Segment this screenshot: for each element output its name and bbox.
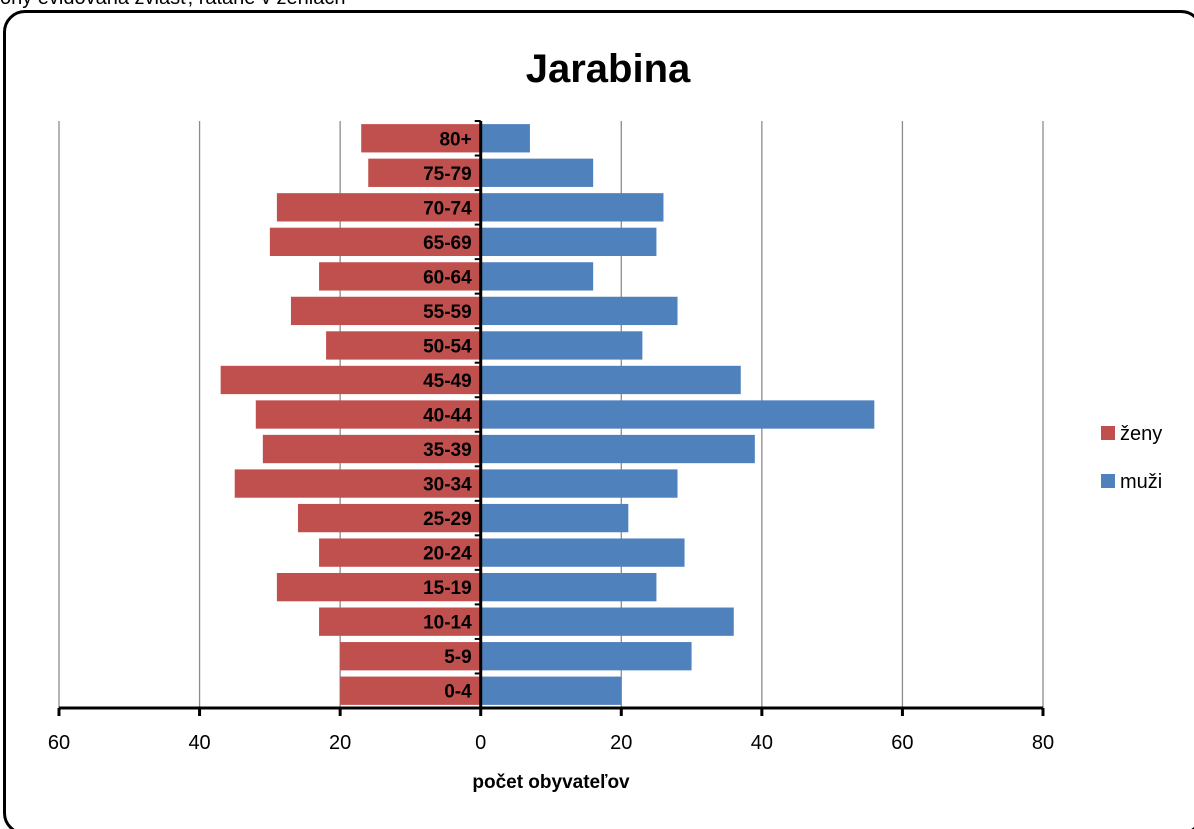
- category-label: 15-19: [423, 578, 472, 599]
- bar-male-75-79: [480, 158, 594, 187]
- category-label: 35-39: [423, 440, 472, 461]
- x-tick-label: 80: [1032, 732, 1054, 754]
- x-tick-label: 60: [48, 732, 70, 754]
- category-label: 25-29: [423, 509, 472, 530]
- bar-male-30-34: [480, 469, 678, 498]
- bar-female-55-59: [290, 296, 481, 326]
- category-labels: 0-4 5-9 10-14 15-19 20-24 25-29 30-34 35-39 40-4…: [423, 129, 472, 702]
- bar-male-25-29: [480, 503, 629, 533]
- category-label: 50-54: [423, 336, 472, 357]
- bar-male-0-4: [480, 676, 622, 705]
- bar-male-45-49: [480, 365, 741, 395]
- axes: 60 40 20 0 20 40 60 80: [48, 120, 1054, 754]
- bar-male-35-39: [480, 434, 755, 464]
- bar-male-55-59: [480, 296, 678, 326]
- top-cropped-text: ony evidovaná zvlášť, rátané v zeniach: [0, 0, 345, 10]
- category-label: 0-4: [444, 682, 472, 703]
- x-tick-label: 0: [475, 732, 486, 754]
- bar-male-65-69: [480, 227, 657, 257]
- category-label: 10-14: [423, 613, 472, 634]
- bar-female-30-34: [234, 469, 481, 498]
- category-label: 60-64: [423, 267, 472, 288]
- x-axis-title: počet obyvateľov: [472, 772, 630, 793]
- bar-male-40-44: [480, 400, 875, 429]
- category-label: 80+: [439, 129, 471, 150]
- bar-female-80+: [361, 124, 481, 153]
- bar-female-0-4: [340, 676, 481, 705]
- x-tick-label: 40: [751, 732, 773, 754]
- bar-female-65-69: [269, 227, 481, 257]
- bar-male-50-54: [480, 331, 643, 360]
- bar-male-70-74: [480, 193, 664, 222]
- bar-female-75-79: [368, 158, 481, 187]
- legend-label: muži: [1120, 471, 1162, 493]
- bar-female-20-24: [319, 538, 481, 567]
- category-label: 45-49: [423, 371, 472, 392]
- bar-male-20-24: [480, 538, 685, 567]
- bar-female-60-64: [319, 262, 481, 291]
- x-tick-label: 60: [891, 732, 913, 754]
- legend-swatch: [1101, 474, 1115, 488]
- bar-male-60-64: [480, 262, 594, 291]
- bar-male-5-9: [480, 642, 692, 671]
- category-label: 30-34: [423, 475, 472, 496]
- legend-label: ženy: [1120, 423, 1162, 445]
- category-label: 20-24: [423, 544, 472, 565]
- bar-male-15-19: [480, 572, 657, 602]
- legend-swatch: [1101, 426, 1115, 440]
- category-label: 55-59: [423, 302, 472, 323]
- category-label: 65-69: [423, 233, 472, 254]
- bar-female-5-9: [340, 642, 481, 671]
- chart-title: Jarabina: [526, 47, 691, 91]
- category-label: 70-74: [423, 198, 472, 219]
- bar-female-40-44: [255, 400, 481, 429]
- bar-male-10-14: [480, 607, 734, 636]
- category-label: 75-79: [423, 164, 472, 185]
- bar-female-70-74: [276, 193, 481, 222]
- bar-female-10-14: [319, 607, 481, 636]
- category-label: 5-9: [444, 647, 471, 668]
- bar-female-15-19: [276, 572, 481, 602]
- bar-female-45-49: [220, 365, 481, 395]
- bar-female-25-29: [297, 503, 481, 533]
- x-tick-label: 20: [329, 732, 351, 754]
- bars: [220, 124, 875, 705]
- legend: ženy muži: [1101, 423, 1162, 493]
- category-label: 40-44: [423, 406, 472, 427]
- x-tick-label: 40: [188, 732, 210, 754]
- bar-female-50-54: [326, 331, 481, 360]
- bar-female-35-39: [262, 434, 481, 464]
- x-tick-label: 20: [610, 732, 632, 754]
- bar-male-80+: [480, 124, 530, 153]
